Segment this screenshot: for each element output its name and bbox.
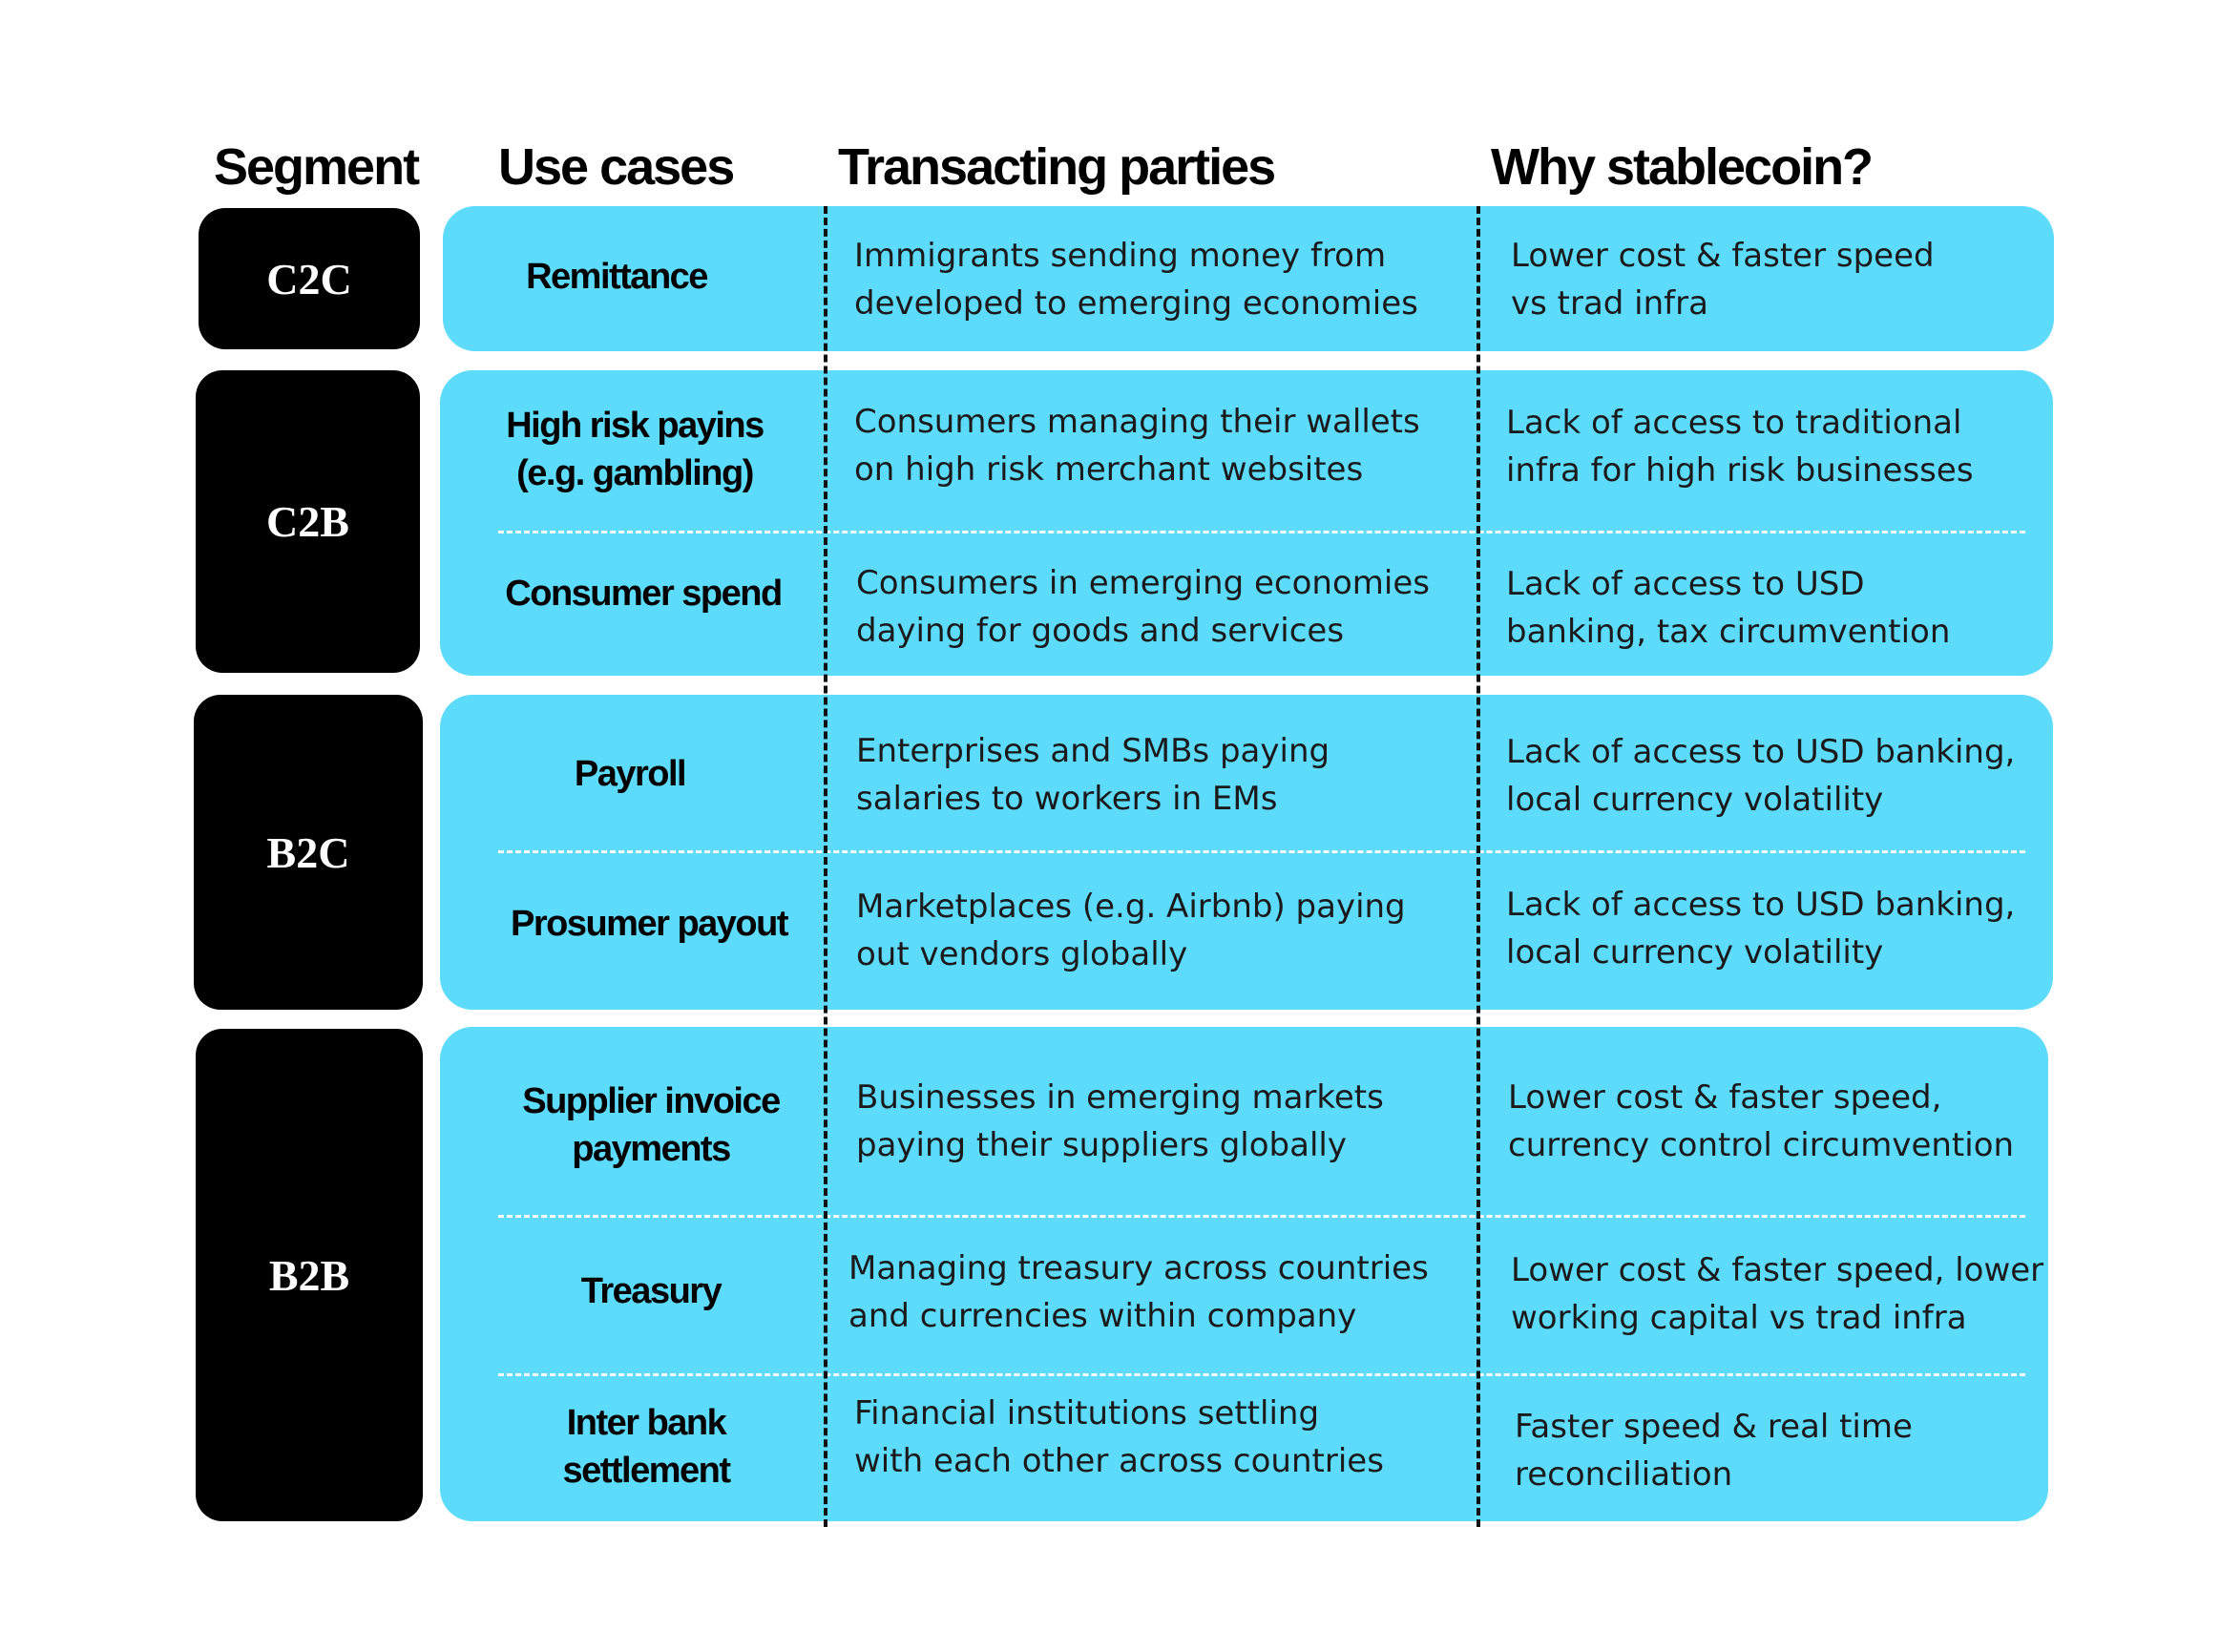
row-divider (498, 1215, 2025, 1218)
header-transacting-parties: Transacting parties (838, 138, 1276, 196)
use-case-treasury: Treasury (580, 1271, 723, 1311)
segment-c2c: C2C (199, 208, 420, 349)
row-divider (498, 850, 2025, 853)
header-use-cases: Use cases (498, 138, 735, 196)
column-divider (1477, 206, 1480, 1527)
why-supplier-invoice-payments: Lower cost & faster speed, currency contr… (1508, 1078, 2015, 1164)
parties-inter-bank-settlement: Financial institutions settling with each… (854, 1394, 1384, 1480)
use-case-prosumer-payout: Prosumer payout (510, 904, 789, 944)
parties-remittance: Immigrants sending money from developed t… (854, 237, 1418, 323)
use-case-remittance: Remittance (526, 257, 708, 297)
parties-supplier-invoice-payments: Businesses in emerging markets paying the… (856, 1078, 1384, 1164)
row-divider (498, 531, 2025, 533)
segment-c2b: C2B (196, 370, 420, 673)
group-panel-b2b (440, 1027, 2048, 1521)
column-divider (824, 206, 827, 1527)
use-case-supplier-invoice-payments: Supplier invoice payments (522, 1081, 781, 1169)
use-case-payroll: Payroll (574, 754, 687, 794)
parties-payroll: Enterprises and SMBs paying salaries to w… (856, 732, 1330, 818)
why-high-risk-payins: Lack of access to traditional infra for h… (1506, 404, 1974, 490)
use-case-inter-bank-settlement: Inter bank settlement (562, 1403, 731, 1491)
why-remittance: Lower cost & faster speed vs trad infra (1511, 237, 1935, 323)
group-panel-c2b (440, 370, 2053, 676)
why-treasury: Lower cost & faster speed, lower working … (1511, 1251, 2044, 1337)
header-segment: Segment (214, 138, 420, 196)
parties-treasury: Managing treasury across countries and cu… (848, 1249, 1429, 1335)
parties-consumer-spend: Consumers in emerging economies daying fo… (856, 564, 1430, 650)
why-consumer-spend: Lack of access to USD banking, tax circum… (1506, 565, 1951, 651)
row-divider (498, 1373, 2025, 1376)
why-payroll: Lack of access to USD banking, local curr… (1506, 733, 2016, 819)
segment-b2c: B2C (194, 695, 423, 1010)
group-panel-c2c (443, 206, 2054, 351)
parties-prosumer-payout: Marketplaces (e.g. Airbnb) paying out ven… (856, 888, 1406, 973)
why-prosumer-payout: Lack of access to USD banking, local curr… (1506, 886, 2016, 972)
why-inter-bank-settlement: Faster speed & real time reconciliation (1515, 1408, 1913, 1494)
use-case-high-risk-payins: High risk payins (e.g. gambling) (506, 406, 764, 493)
segment-b2b: B2B (196, 1029, 423, 1521)
use-case-consumer-spend: Consumer spend (505, 574, 783, 614)
header-why-stablecoin: Why stablecoin? (1491, 138, 1874, 196)
parties-high-risk-payins: Consumers managing their wallets on high … (854, 403, 1420, 489)
